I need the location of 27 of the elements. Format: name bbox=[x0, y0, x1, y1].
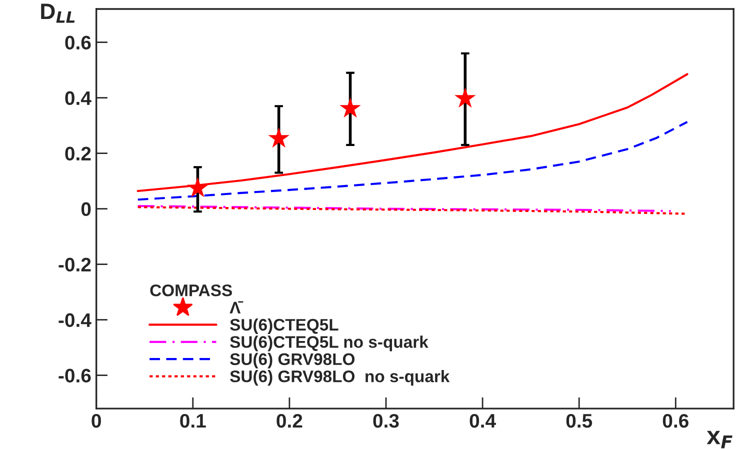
y-tick-label: 0.6 bbox=[65, 36, 91, 50]
legend-label: SU(6) GRV98LO no s-quark bbox=[230, 370, 450, 386]
y-tick-label: 0 bbox=[81, 202, 91, 216]
y-tick-label: 0.2 bbox=[65, 146, 91, 161]
y-axis-title: D$_{LL}$ bbox=[41, 4, 75, 23]
point bbox=[340, 97, 361, 118]
x-tick-label: 0.2 bbox=[276, 414, 302, 428]
legend-title: COMPASS bbox=[150, 284, 232, 296]
y-tick-label: 0.4 bbox=[65, 91, 92, 106]
x-tick-label: 0.4 bbox=[470, 414, 496, 428]
y-tick-label: -0.4 bbox=[58, 313, 92, 328]
x-axis-title: x$_{F}$ bbox=[706, 430, 732, 448]
x-tick-label: 0.6 bbox=[662, 414, 688, 428]
x-tick-label: 0.3 bbox=[373, 414, 399, 428]
x-tick-label: 0 bbox=[92, 414, 101, 428]
legend-label: Λ̄ bbox=[230, 301, 244, 314]
x-tick-label: 0.5 bbox=[566, 414, 592, 428]
legend-label: SU(6)CTEQ5L no s-quark bbox=[230, 336, 428, 352]
line-series bbox=[136, 120, 688, 201]
legend-label: SU(6)CTEQ5L bbox=[230, 318, 338, 334]
y-tick-label: -0.6 bbox=[58, 368, 91, 383]
legend-label: SU(6) GRV98LO bbox=[230, 352, 355, 368]
x-tick-label: 0.1 bbox=[180, 414, 206, 428]
point bbox=[454, 87, 476, 108]
y-tick-label: -0.2 bbox=[58, 258, 91, 272]
point bbox=[187, 177, 208, 198]
point bbox=[268, 127, 290, 148]
